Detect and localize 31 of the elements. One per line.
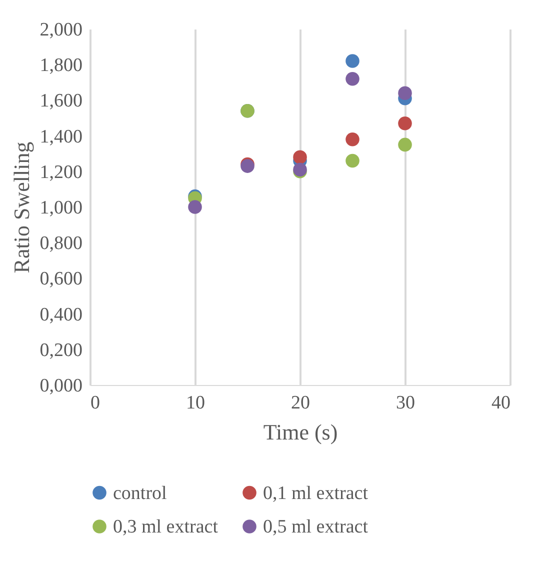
y-tick-label: 1,000 [40,198,82,218]
y-tick-label: 1,600 [40,90,82,112]
y-tick-label: 0,200 [40,340,82,361]
y-tick-label: 2,000 [40,20,82,40]
x-tick-label: 20 [291,392,310,414]
x-tick-label: 10 [186,392,205,414]
y-axis-title: Ratio Swelling [8,142,34,274]
y-tick-label: 1,400 [40,126,82,148]
x-tick-label: 30 [396,392,415,414]
y-tick-label: 0,600 [40,268,82,290]
point [398,138,412,152]
point [293,150,307,164]
legend-label: 0,5 ml extract [263,516,369,538]
legend-label: 0,1 ml extract [263,482,369,504]
x-tick-label: 40 [492,392,510,414]
x-axis-title: Time (s) [263,420,338,444]
x-tick-label: 0 [90,392,100,414]
y-tick-label: 1,200 [40,162,82,183]
legend-label: 0,3 ml extract [113,516,219,538]
point [346,154,360,168]
y-tick-label: 1,800 [40,55,82,76]
point [398,116,412,130]
y-tick-label: 0,400 [40,304,82,326]
point [346,132,360,146]
y-tick-label: 0,800 [40,233,82,254]
point [188,200,202,214]
point [398,86,412,100]
point [346,72,360,86]
point [346,54,360,68]
legend-label: control [113,482,167,504]
y-tick-label: 0,000 [40,376,82,396]
